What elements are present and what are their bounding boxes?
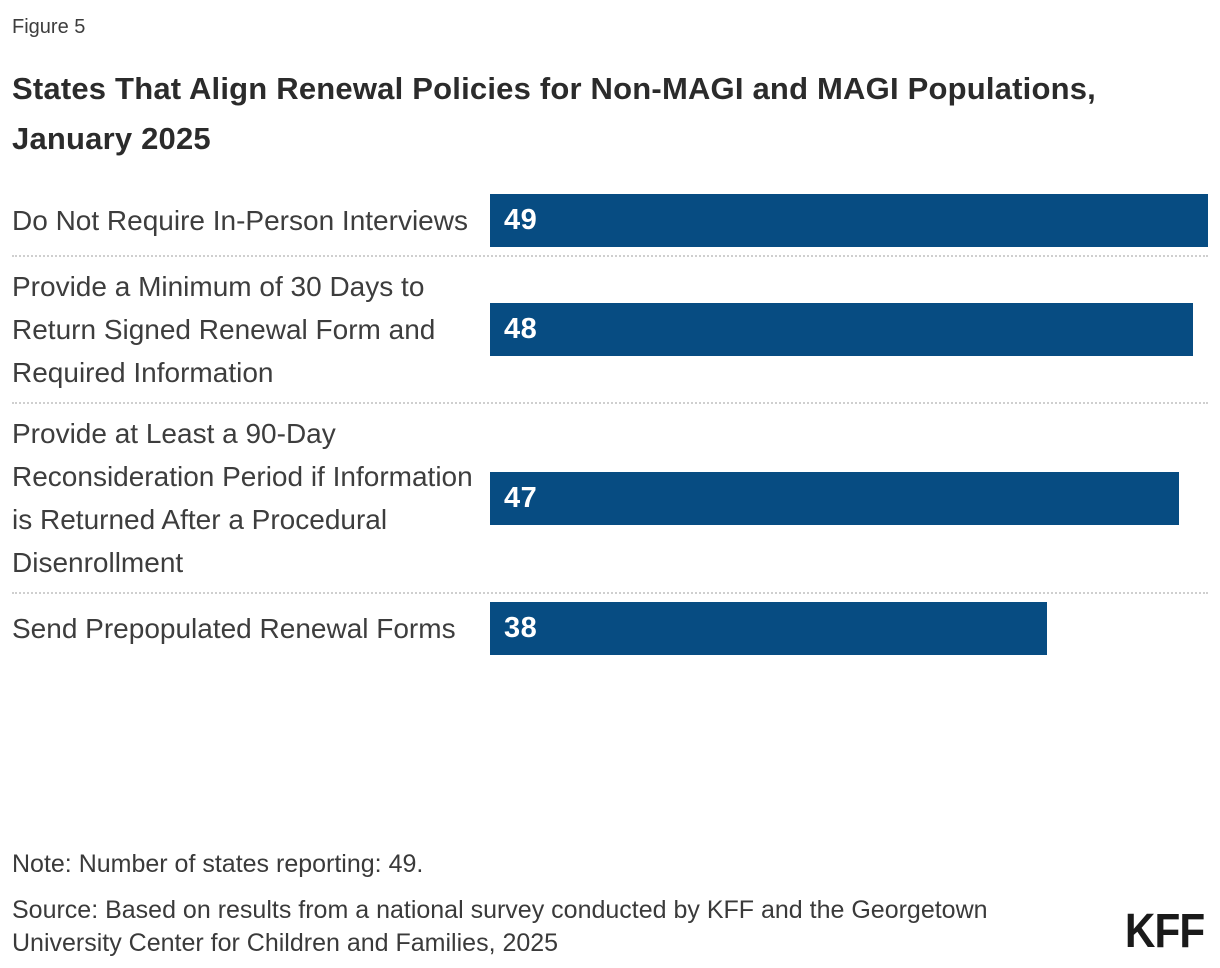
bar-row: Provide a Minimum of 30 Days to Return S… [12, 257, 1208, 404]
chart-title: States That Align Renewal Policies for N… [12, 71, 1096, 156]
note-text: Note: Number of states reporting: 49. [12, 850, 424, 878]
bar: 38 [490, 602, 1047, 655]
bar-track: 48 [490, 303, 1208, 356]
figure-number-label: Figure 5 [12, 16, 86, 38]
bar-value-label: 49 [504, 204, 538, 236]
bar-track: 47 [490, 471, 1208, 525]
bar: 48 [490, 303, 1194, 356]
bar-row: Send Prepopulated Renewal Forms 38 [12, 594, 1208, 663]
bar-track: 49 [490, 194, 1208, 247]
bar-category-label: Send Prepopulated Renewal Forms [12, 613, 456, 644]
bar-value-label: 38 [504, 612, 538, 644]
bar-row: Do Not Require In-Person Interviews 49 [12, 186, 1208, 257]
bar-category-label: Do Not Require In-Person Interviews [12, 205, 468, 236]
bar-category-label: Provide a Minimum of 30 Days to Return S… [12, 271, 436, 388]
bar: 47 [490, 471, 1179, 525]
kff-logo: KFF [1124, 905, 1205, 958]
bar-track: 38 [490, 602, 1208, 655]
bar-row: Provide at Least a 90-Day Reconsideratio… [12, 404, 1208, 594]
bar-chart: Do Not Require In-Person Interviews 49 P… [12, 186, 1208, 663]
bar: 49 [490, 194, 1208, 247]
footer: Note: Number of states reporting: 49. So… [12, 848, 1208, 960]
source-text: Source: Based on results from a national… [12, 896, 988, 957]
bar-value-label: 47 [504, 481, 538, 514]
bar-value-label: 48 [504, 313, 538, 345]
bar-category-label: Provide at Least a 90-Day Reconsideratio… [12, 418, 473, 578]
